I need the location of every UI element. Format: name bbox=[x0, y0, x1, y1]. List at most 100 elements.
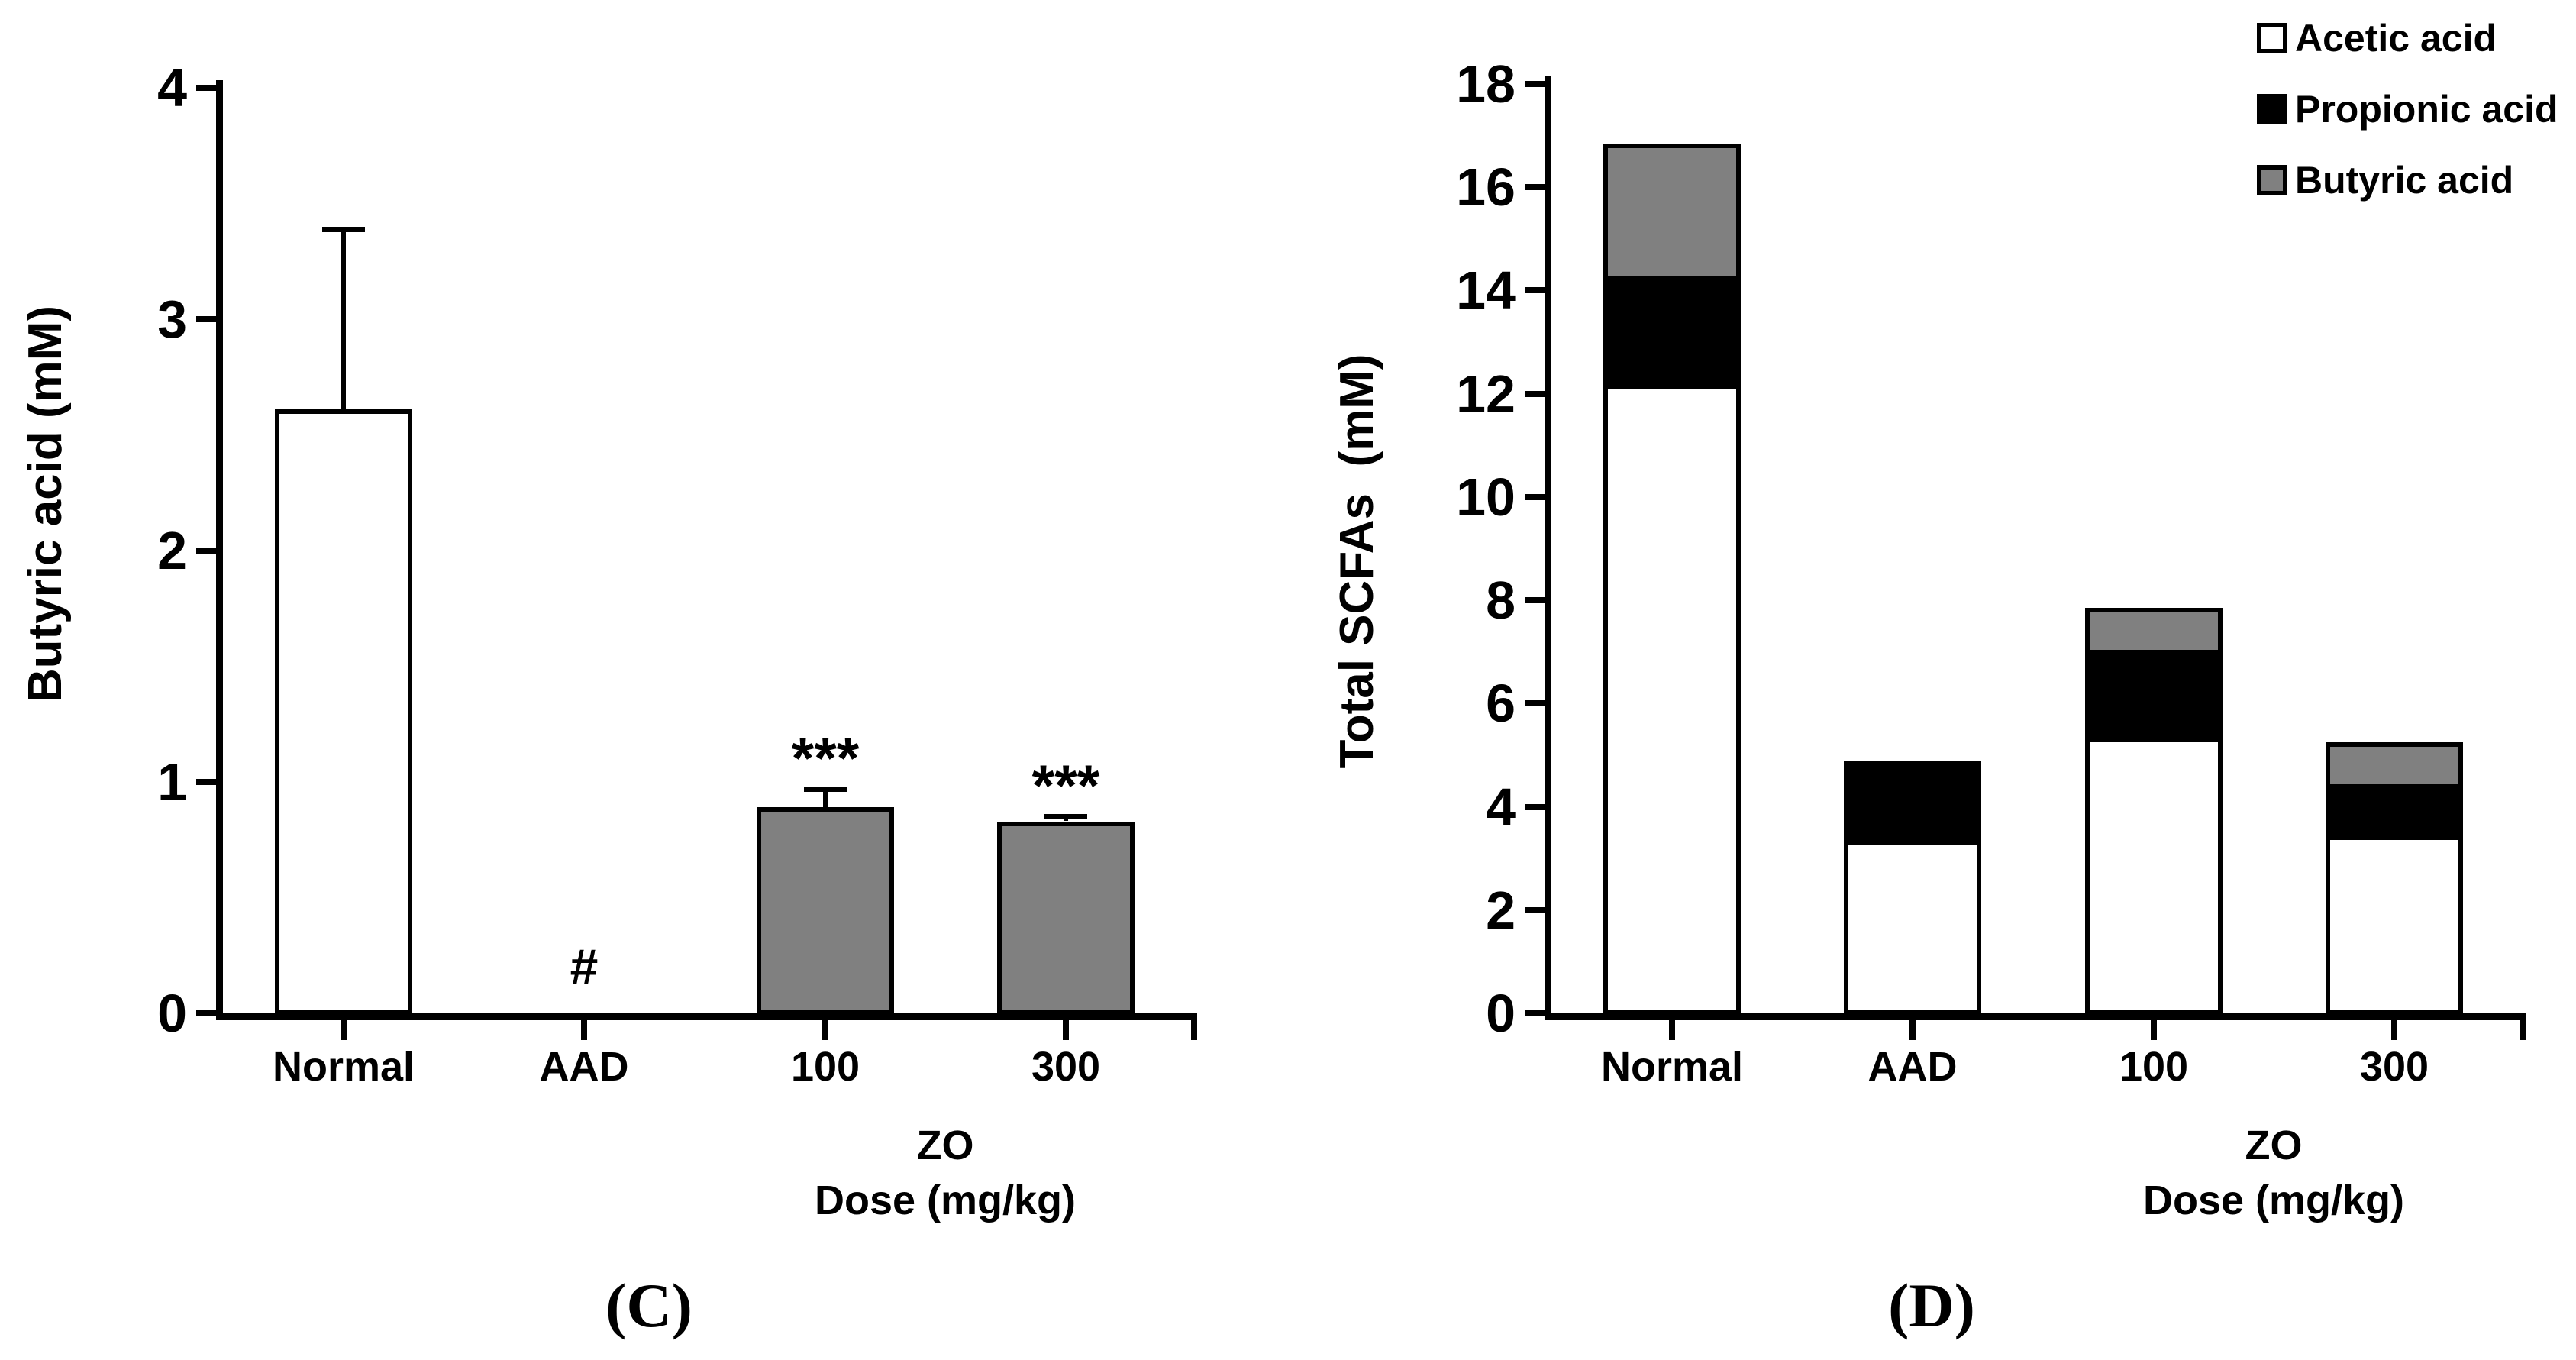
x-axis bbox=[1545, 1013, 2526, 1020]
bar-segment-Normal bbox=[1603, 144, 1741, 278]
bar-AAD bbox=[1844, 761, 1981, 1015]
y-tick-label: 1 bbox=[157, 752, 187, 812]
legend-swatch-propionic-acid-icon bbox=[2257, 94, 2287, 124]
panel-c-x-axis-title: Dose (mg/kg) bbox=[814, 1177, 1077, 1223]
y-tick-label: 4 bbox=[1486, 777, 1516, 837]
y-tick bbox=[1525, 804, 1545, 810]
significance-annotation: # bbox=[570, 938, 599, 995]
y-tick-label: 8 bbox=[1486, 570, 1516, 630]
panel-c-x-group-label-zo: ZO bbox=[916, 1123, 974, 1168]
significance-annotation: *** bbox=[791, 726, 860, 791]
y-tick-label: 14 bbox=[1456, 260, 1516, 320]
y-tick-label: 4 bbox=[157, 58, 187, 118]
category-label: 100 bbox=[2119, 1044, 2189, 1090]
y-tick bbox=[196, 548, 216, 554]
y-tick bbox=[1525, 907, 1545, 913]
category-label: Normal bbox=[1600, 1044, 1744, 1090]
x-tick bbox=[2151, 1020, 2157, 1040]
y-tick-label: 10 bbox=[1456, 467, 1516, 527]
x-axis-end-tick bbox=[2520, 1020, 2526, 1040]
y-tick bbox=[1525, 1010, 1545, 1016]
bar-300 bbox=[997, 822, 1135, 1015]
y-tick-label: 0 bbox=[1486, 984, 1516, 1043]
bar-segment-100 bbox=[2085, 652, 2223, 740]
y-tick bbox=[1525, 597, 1545, 603]
panel-d-x-axis-title: Dose (mg/kg) bbox=[2142, 1177, 2405, 1223]
error-bar bbox=[341, 229, 346, 409]
y-tick-label: 12 bbox=[1456, 364, 1516, 424]
error-bar-cap bbox=[804, 787, 847, 792]
legend-item-acetic-acid: Acetic acid bbox=[2257, 17, 2497, 60]
x-tick bbox=[341, 1020, 347, 1040]
category-label: 300 bbox=[2359, 1044, 2429, 1090]
y-tick bbox=[196, 1010, 216, 1016]
panel-d-x-group-label-zo: ZO bbox=[2245, 1123, 2303, 1168]
legend-item-propionic-acid: Propionic acid bbox=[2257, 88, 2558, 131]
bar-segment-divider bbox=[1603, 384, 1741, 389]
x-axis-end-tick bbox=[1191, 1020, 1197, 1040]
bar-segment-Normal bbox=[1603, 278, 1741, 386]
x-tick bbox=[1669, 1020, 1675, 1040]
bar-segment-divider bbox=[1844, 841, 1981, 845]
error-bar bbox=[823, 789, 828, 807]
legend-label-acetic-acid: Acetic acid bbox=[2295, 17, 2497, 60]
bar-segment-100 bbox=[2085, 740, 2223, 1013]
bar-segment-300 bbox=[2326, 838, 2463, 1013]
bar-100 bbox=[757, 807, 894, 1015]
significance-annotation: *** bbox=[1031, 754, 1100, 819]
x-tick bbox=[1063, 1020, 1069, 1040]
y-axis bbox=[1545, 76, 1551, 1020]
legend-label-butyric-acid: Butyric acid bbox=[2295, 159, 2514, 202]
y-tick bbox=[196, 779, 216, 785]
y-tick bbox=[1525, 700, 1545, 706]
y-axis bbox=[216, 80, 223, 1020]
y-tick bbox=[1525, 494, 1545, 500]
bar-segment-divider bbox=[2085, 738, 2223, 742]
y-tick-label: 2 bbox=[1486, 880, 1516, 940]
x-axis bbox=[216, 1013, 1197, 1020]
x-tick bbox=[1909, 1020, 1916, 1040]
y-tick bbox=[1525, 287, 1545, 293]
bar-Normal bbox=[275, 409, 412, 1015]
panel-c-label: (C) bbox=[605, 1271, 692, 1340]
y-tick-label: 18 bbox=[1456, 54, 1516, 114]
error-bar-cap bbox=[322, 227, 365, 232]
category-label: 100 bbox=[790, 1044, 860, 1090]
y-tick bbox=[196, 316, 216, 322]
bar-segment-divider bbox=[1603, 276, 1741, 280]
legend-swatch-butyric-acid-icon bbox=[2257, 165, 2287, 195]
x-tick bbox=[581, 1020, 587, 1040]
category-label: Normal bbox=[272, 1044, 415, 1090]
y-tick-label: 16 bbox=[1456, 157, 1516, 217]
y-tick bbox=[1525, 184, 1545, 190]
bar-100 bbox=[2085, 608, 2223, 1015]
category-label: AAD bbox=[539, 1044, 629, 1090]
category-label: AAD bbox=[1867, 1044, 1958, 1090]
y-tick-label: 0 bbox=[157, 984, 187, 1043]
bar-segment-AAD bbox=[1844, 761, 1981, 843]
bar-segment-divider bbox=[2326, 784, 2463, 789]
bar-segment-divider bbox=[2085, 650, 2223, 654]
y-tick-label: 2 bbox=[157, 521, 187, 580]
y-tick bbox=[196, 85, 216, 91]
error-bar-cap bbox=[1044, 814, 1087, 819]
bar-segment-divider bbox=[2326, 835, 2463, 840]
bar-segment-100 bbox=[2085, 608, 2223, 651]
bar-segment-300 bbox=[2326, 742, 2463, 786]
legend-item-butyric-acid: Butyric acid bbox=[2257, 159, 2514, 202]
legend-label-propionic-acid: Propionic acid bbox=[2295, 88, 2558, 131]
legend-swatch-acetic-acid-icon bbox=[2257, 23, 2287, 53]
bar-Normal bbox=[1603, 144, 1741, 1015]
x-tick bbox=[2391, 1020, 2397, 1040]
x-tick bbox=[822, 1020, 828, 1040]
bar-segment-AAD bbox=[1844, 843, 1981, 1013]
y-tick bbox=[1525, 391, 1545, 397]
bar-300 bbox=[2326, 742, 2463, 1015]
bar-segment-300 bbox=[2326, 787, 2463, 838]
y-tick bbox=[1525, 81, 1545, 87]
